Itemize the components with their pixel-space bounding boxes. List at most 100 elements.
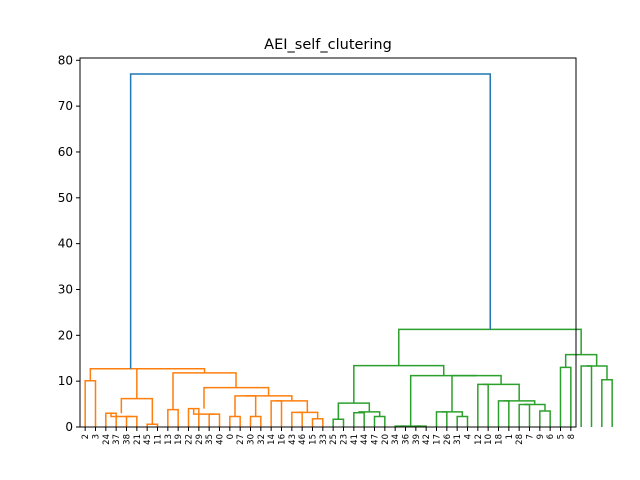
dendrogram-link-15 (311, 417, 324, 427)
x-tick-label: 22 (185, 434, 195, 445)
dendrogram-link-19 (203, 386, 270, 409)
y-axis: 0 10 20 30 40 50 60 70 80 (58, 53, 80, 434)
x-tick-label: 8 (567, 434, 577, 439)
y-tick-label: 10 (58, 374, 73, 388)
dendrogram-link-1 (105, 412, 117, 427)
x-tick-label: 36 (402, 434, 412, 445)
x-tick-label: 42 (422, 434, 432, 445)
dendrogram-link-36 (518, 403, 531, 427)
x-tick-label: 18 (495, 434, 505, 445)
dendrogram-link-17 (276, 400, 309, 413)
dendrogram-link-8 (208, 413, 221, 427)
y-tick-label: 40 (58, 237, 73, 251)
plot-frame (79, 57, 577, 428)
x-tick-label: 10 (484, 434, 494, 445)
y-tick-label: 30 (58, 282, 73, 296)
dendrogram-link-2 (125, 415, 138, 427)
x-tick-label: 30 (247, 434, 257, 445)
x-tick-label: 17 (433, 434, 443, 445)
x-tick-label: 41 (350, 434, 360, 445)
dendrogram-links (84, 73, 613, 427)
dendrogram-link-37 (539, 410, 551, 427)
dendrogram-link-4 (146, 423, 159, 427)
x-tick-label: 16 (278, 434, 288, 445)
x-tick-label: 21 (133, 434, 143, 445)
dendrogram-link-46 (601, 379, 613, 427)
x-tick-label: 15 (309, 434, 319, 445)
dendrogram-link-10 (229, 415, 241, 427)
x-tick-label: 1 (505, 434, 515, 439)
x-tick-label: 26 (443, 434, 453, 445)
x-tick-label: 32 (257, 434, 267, 445)
dendrogram-link-23 (332, 418, 345, 427)
x-tick-label: 24 (102, 434, 112, 445)
x-tick-label: 29 (195, 434, 205, 445)
x-tick-label: 35 (205, 434, 215, 445)
dendrogram-link-34 (477, 383, 489, 427)
y-tick-label: 20 (58, 328, 73, 342)
dendrogram-link-33 (441, 411, 464, 417)
x-tick-label: 43 (288, 434, 298, 445)
x-axis: 2 3 24 37 38 21 45 11 13 19 22 29 35 40 0 27 30 32 14 16 43 4… (81, 427, 577, 445)
x-tick-label: 2 (81, 434, 91, 439)
dendrogram-link-40 (483, 383, 520, 401)
x-tick-label: 40 (216, 434, 226, 445)
x-tick-label: 7 (526, 434, 536, 439)
y-tick-label: 60 (58, 145, 73, 159)
x-tick-label: 39 (412, 434, 422, 445)
dendrogram-link-25 (373, 415, 386, 427)
dendrogram-link-39 (503, 400, 536, 405)
dendrogram-link-6 (167, 408, 179, 427)
dendrogram-link-31 (435, 411, 448, 427)
dendrogram-link-32 (456, 415, 469, 427)
y-tick-label: 50 (58, 191, 73, 205)
x-tick-label: 19 (174, 434, 184, 445)
y-tick-label: 80 (58, 53, 73, 67)
x-tick-label: 12 (474, 434, 484, 445)
dendrogram-link-13 (270, 400, 283, 427)
x-tick-label: 27 (236, 434, 246, 445)
dendrogram-link-11 (249, 415, 262, 427)
dendrogram-link-35 (497, 400, 510, 427)
dendrogram-link-43 (353, 364, 445, 404)
x-tick-label: 25 (329, 434, 339, 445)
chart-title: AEI_self_clutering (264, 37, 392, 53)
x-tick-label: 33 (319, 434, 329, 445)
dendrogram-link-41 (451, 374, 502, 412)
dendrogram-link-45 (580, 365, 593, 427)
x-tick-label: 14 (267, 434, 277, 445)
x-tick-label: 9 (536, 434, 546, 439)
dendrogram-link-20 (172, 372, 237, 410)
x-tick-label: 38 (123, 434, 133, 445)
x-tick-label: 46 (298, 434, 308, 445)
x-tick-label: 5 (557, 434, 567, 439)
x-tick-label: 11 (154, 434, 164, 445)
x-tick-label: 13 (164, 434, 174, 445)
dendrogram-link-9 (192, 408, 215, 415)
dendrogram-link-12 (234, 395, 257, 417)
x-tick-label: 3 (92, 434, 102, 439)
x-tick-label: 0 (226, 434, 236, 439)
dendrogram-link-44 (559, 366, 572, 427)
y-tick-label: 70 (58, 99, 73, 113)
x-tick-label: 37 (112, 434, 122, 445)
x-tick-label: 45 (143, 434, 153, 445)
dendrogram-link-47 (586, 365, 608, 380)
x-tick-label: 6 (546, 434, 556, 439)
x-tick-label: 23 (340, 434, 350, 445)
x-tick-label: 28 (515, 434, 525, 445)
y-tick-label: 0 (65, 420, 73, 434)
x-tick-label: 31 (453, 434, 463, 445)
x-tick-label: 4 (464, 434, 474, 439)
dendrogram-link-18 (245, 395, 293, 401)
x-tick-label: 34 (391, 434, 401, 445)
dendrogram-link-50 (129, 73, 491, 369)
x-tick-label: 20 (381, 434, 391, 445)
dendrogram-link-22 (89, 368, 171, 381)
dendrogram-link-24 (353, 412, 365, 427)
dendrogram-link-3 (110, 413, 132, 418)
x-tick-label: 44 (360, 434, 370, 445)
dendrogram-link-49 (398, 328, 582, 366)
dendrogram-link-42 (409, 374, 477, 427)
